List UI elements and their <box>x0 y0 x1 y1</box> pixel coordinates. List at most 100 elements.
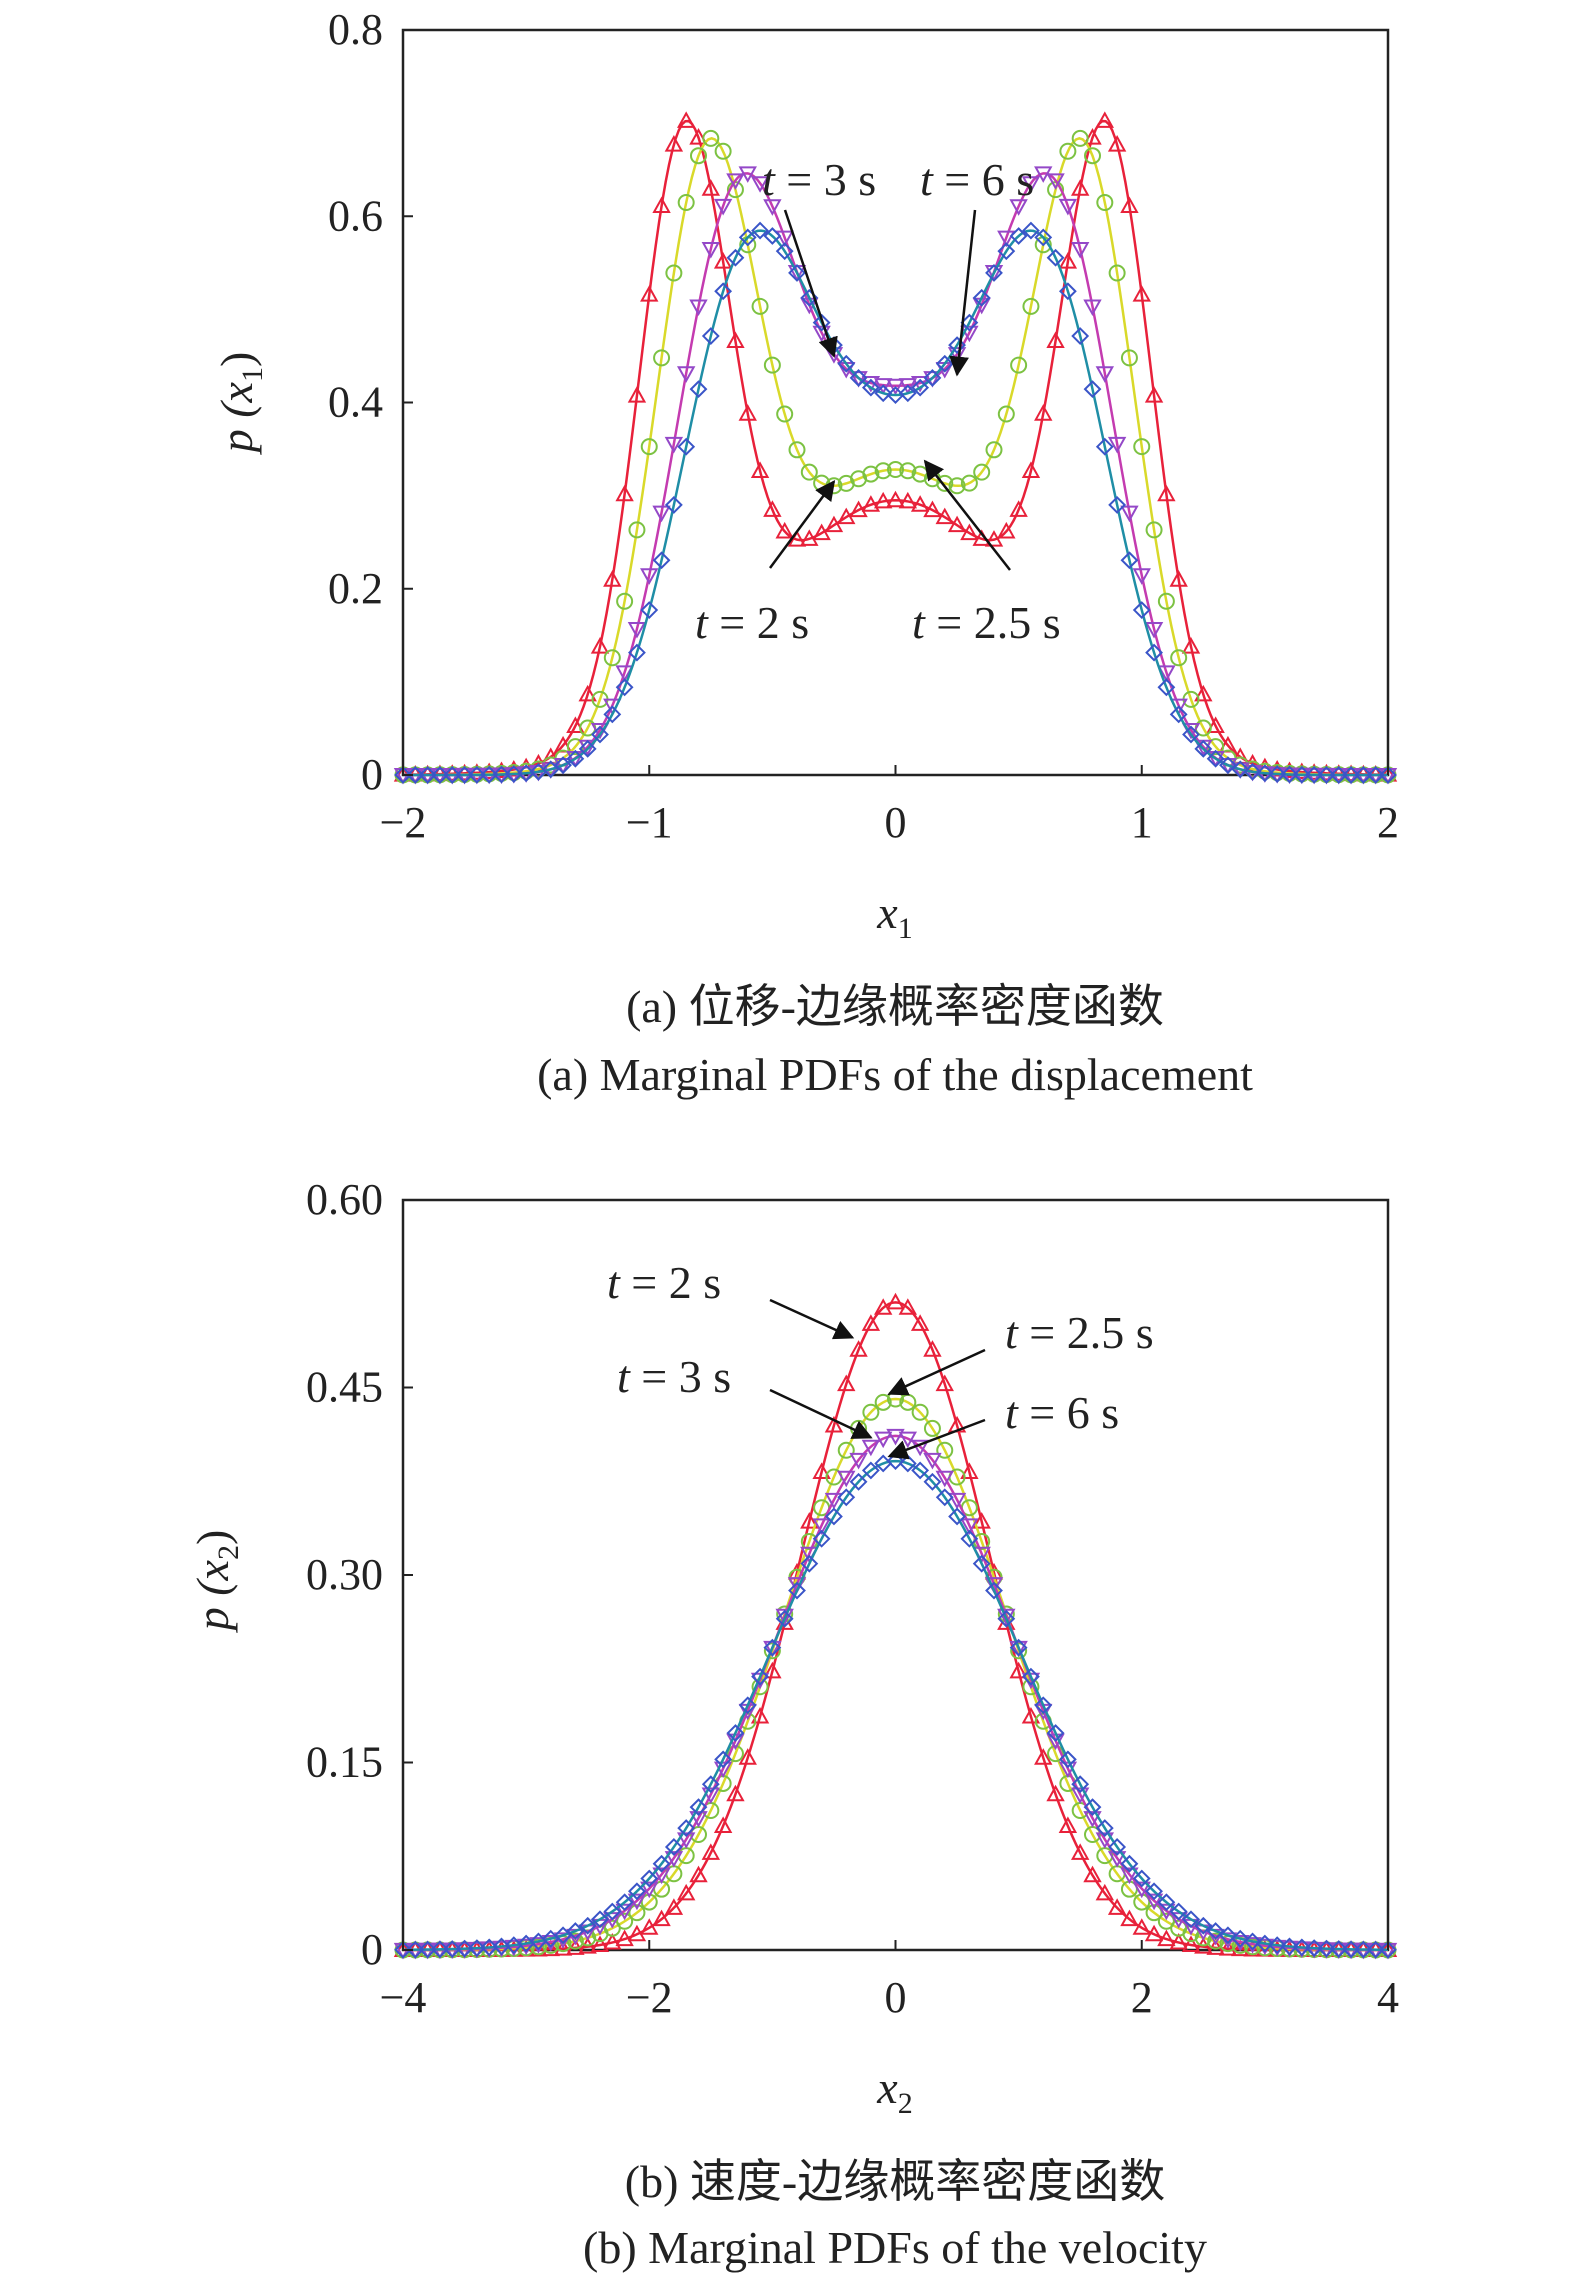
series-point <box>431 1940 449 1959</box>
series-point <box>690 147 707 165</box>
series-point <box>628 643 646 662</box>
series-point <box>676 1883 696 1901</box>
series-point <box>824 515 844 533</box>
series-point <box>566 1922 585 1940</box>
series-point <box>1034 1696 1053 1715</box>
series-point <box>1268 765 1287 783</box>
series-point <box>1169 570 1188 587</box>
series-point <box>849 1340 868 1357</box>
series-point <box>1084 147 1101 165</box>
series-point <box>1341 764 1361 782</box>
annotation-arrow <box>887 1348 986 1396</box>
y-tick-label: 0 <box>361 750 383 799</box>
series-point <box>935 1470 954 1488</box>
series-t-6-s <box>394 1452 1397 1959</box>
series-point <box>677 437 696 456</box>
series-point <box>1132 1881 1151 1899</box>
series-point <box>849 1472 868 1491</box>
x-tick-label: −2 <box>626 1973 673 2022</box>
series-point <box>960 1518 979 1535</box>
annotation-label: t = 2 s <box>607 1257 721 1308</box>
series-line <box>402 1434 1389 1952</box>
series-point <box>1083 380 1102 399</box>
series-point <box>431 766 449 784</box>
series-point <box>566 749 585 768</box>
series-point <box>751 1667 769 1686</box>
series-point <box>775 1608 794 1626</box>
series-point <box>640 285 659 302</box>
series-t-2-5-s <box>394 1390 1397 1959</box>
series-point <box>1022 221 1040 240</box>
series-point <box>763 1638 782 1657</box>
series-point <box>578 684 597 702</box>
series-point <box>1219 1926 1237 1945</box>
series-point <box>1021 461 1041 478</box>
series-point <box>812 523 831 541</box>
series-point <box>960 1462 979 1479</box>
series-point <box>873 491 893 509</box>
series-point <box>1207 1932 1225 1950</box>
series-point <box>1046 1784 1065 1802</box>
series-point <box>1132 1869 1151 1888</box>
series-point <box>664 1898 684 1915</box>
series-point <box>455 1939 474 1958</box>
series-point <box>862 465 880 483</box>
series-point <box>1120 349 1138 367</box>
series-point <box>1292 765 1311 784</box>
series-point <box>960 523 979 541</box>
series-point <box>652 1867 671 1885</box>
series-point <box>627 621 647 639</box>
series-point <box>578 739 597 758</box>
series-point <box>973 463 991 481</box>
series-point <box>578 1937 597 1954</box>
series-point <box>590 637 610 654</box>
series-point <box>1218 1939 1238 1956</box>
series-point <box>726 1784 745 1802</box>
x-tick-label: −1 <box>626 798 673 847</box>
series-point <box>1354 1940 1373 1959</box>
series-point <box>849 371 868 388</box>
series-point <box>1280 1940 1299 1958</box>
series-point <box>935 1374 954 1392</box>
series-point <box>763 227 782 245</box>
series-point <box>1206 716 1225 733</box>
series-point <box>504 765 523 783</box>
y-tick-label: 0.2 <box>328 564 383 613</box>
series-point <box>628 1904 646 1922</box>
series-point <box>775 1609 794 1628</box>
series-point <box>887 461 904 479</box>
series-point <box>837 1470 856 1488</box>
series-point <box>591 1910 609 1929</box>
series-point <box>676 111 696 128</box>
series-point <box>898 384 917 403</box>
series-point <box>997 521 1016 539</box>
series-point <box>1107 1898 1127 1915</box>
annotation-arrow <box>769 1298 855 1340</box>
x-tick-label: 2 <box>1131 1973 1153 2022</box>
series-point <box>554 756 572 775</box>
series-point <box>763 356 781 374</box>
series-point <box>615 484 634 502</box>
series-point <box>873 378 893 395</box>
series-point <box>1009 1640 1028 1658</box>
series-point <box>1034 228 1053 247</box>
series-point <box>1182 1910 1200 1929</box>
series-point <box>1255 1934 1274 1953</box>
series-point <box>443 1940 462 1958</box>
series-point <box>1046 173 1065 190</box>
series-point <box>406 766 425 784</box>
series-point <box>1009 199 1028 216</box>
series-point <box>1070 1787 1090 1805</box>
series-point <box>972 1512 991 1529</box>
series-point <box>1182 725 1200 744</box>
series-point <box>1354 766 1373 784</box>
annotation-label: t = 2 s <box>695 597 809 648</box>
series-point <box>960 325 979 343</box>
series-point <box>874 384 893 403</box>
series-point <box>862 1403 880 1421</box>
series-point <box>911 1461 930 1480</box>
series-point <box>899 462 917 480</box>
series-point <box>948 336 966 355</box>
x-tick-label: 2 <box>1377 798 1399 847</box>
series-point <box>985 441 1003 459</box>
